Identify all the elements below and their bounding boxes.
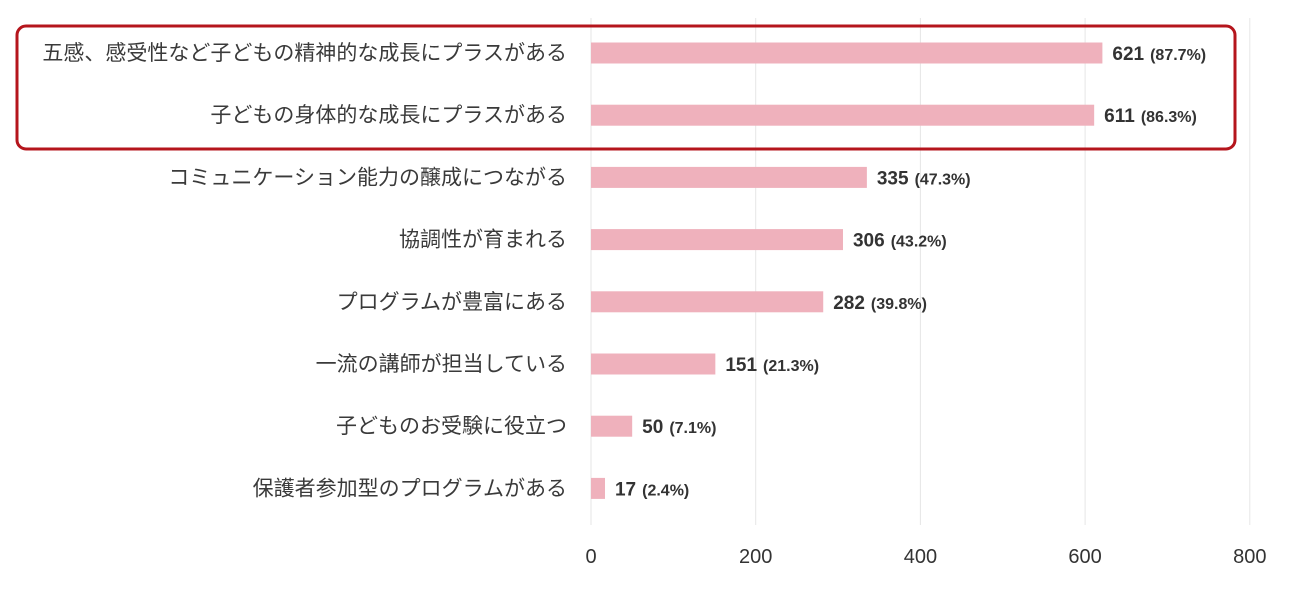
percent-label-3: (43.2%) [891,234,947,251]
bar-1 [591,104,1095,126]
value-label-6: 50 (7.1%) [642,417,716,438]
percent-label-6: (7.1%) [669,420,716,437]
percent-label-2: (47.3%) [915,171,971,188]
highlight-box [15,24,1237,151]
percent-label-4: (39.8%) [871,296,927,313]
bar-6 [591,415,633,437]
category-label-2: コミュニケーション能力の醸成につながる [168,165,567,189]
bar-7 [591,477,605,499]
bar-2 [591,166,867,188]
percent-label-5: (21.3%) [763,358,819,375]
tick-label-0: 0 [585,546,596,568]
grid-lines [590,18,1251,525]
category-label-0: 五感、感受性など子どもの精神的な成長にプラスがある [42,41,567,65]
value-labels: 621 (87.7%) 611 (86.3%) 335 (47.3%) 306 (43.2%)… [615,44,1206,500]
percent-label-7: (2.4%) [642,482,689,499]
tick-label-1: 200 [739,546,772,568]
bar-4 [591,291,824,313]
category-labels: 五感、感受性など子どもの精神的な成長にプラスがある子どもの身体的な成長にプラスが… [42,41,567,500]
category-label-4: プログラムが豊富にある [337,290,567,314]
category-label-1: 子どもの身体的な成長にプラスがある [210,103,567,127]
tick-label-2: 400 [904,546,937,568]
category-label-5: 一流の講師が担当している [316,352,567,376]
value-label-7: 17 (2.4%) [615,479,689,500]
value-label-0: 621 (87.7%) [1112,44,1206,65]
bar-3 [591,229,843,251]
value-label-3: 306 (43.2%) [853,231,947,252]
x-axis-tick-labels: 0 200 400 600 800 [585,546,1266,568]
percent-label-1: (86.3%) [1141,109,1197,126]
value-label-4: 282 (39.8%) [833,293,927,314]
highlight-rect [15,24,1237,151]
value-label-1: 611 (86.3%) [1104,106,1197,127]
value-label-2: 335 (47.3%) [877,168,971,189]
bar-0 [591,42,1103,64]
category-label-6: 子どものお受験に役立つ [336,414,567,438]
value-label-5: 151 (21.3%) [725,355,819,376]
category-label-3: 協調性が育まれる [399,228,567,252]
bar-5 [591,353,716,375]
tick-label-3: 600 [1068,546,1101,568]
percent-label-0: (87.7%) [1150,47,1206,64]
bars [591,42,1103,499]
category-label-7: 保護者参加型のプログラムがある [253,476,567,500]
tick-label-4: 800 [1233,546,1266,568]
